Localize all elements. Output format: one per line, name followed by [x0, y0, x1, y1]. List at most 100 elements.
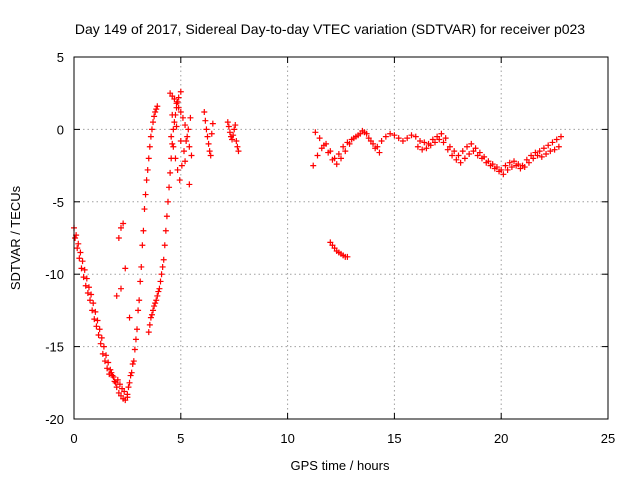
- data-point: [154, 292, 161, 299]
- y-tick-label: -15: [45, 340, 64, 355]
- data-point: [555, 143, 562, 150]
- data-point: [468, 140, 475, 147]
- data-point: [459, 148, 466, 155]
- data-point: [135, 307, 142, 314]
- axis-ticks: 0 5 10 15 20 25 -20 -15 -10 -5 0 5: [45, 50, 615, 446]
- data-point: [487, 162, 494, 169]
- data-point: [185, 126, 192, 133]
- data-point: [126, 379, 133, 386]
- data-point: [174, 166, 181, 173]
- data-point: [453, 156, 460, 163]
- x-tick-label: 15: [387, 431, 401, 446]
- data-point: [506, 159, 513, 166]
- data-point: [134, 326, 141, 333]
- data-point: [230, 132, 237, 139]
- data-point: [163, 213, 170, 220]
- data-point: [91, 316, 98, 323]
- data-point: [464, 143, 471, 150]
- data-point: [126, 314, 133, 321]
- data-point: [97, 340, 104, 347]
- data-point: [234, 143, 241, 150]
- series-points: [145, 88, 184, 336]
- data-point: [387, 130, 394, 137]
- data-point: [145, 155, 152, 162]
- data-point: [161, 242, 168, 249]
- data-point: [138, 263, 145, 270]
- data-point: [141, 206, 148, 213]
- data-point: [187, 114, 194, 121]
- data-point: [94, 317, 101, 324]
- data-point: [183, 137, 190, 144]
- data-point: [177, 88, 184, 95]
- data-point: [78, 265, 85, 272]
- data-point: [202, 117, 209, 124]
- data-point: [338, 155, 344, 162]
- data-point: [74, 245, 81, 252]
- x-tick-label: 20: [494, 431, 508, 446]
- data-point: [104, 365, 111, 372]
- data-point: [412, 133, 419, 140]
- data-point: [350, 135, 357, 142]
- series-points: [310, 127, 565, 178]
- data-point: [438, 130, 445, 137]
- data-point: [205, 140, 212, 147]
- data-point: [342, 148, 349, 155]
- data-point: [335, 151, 342, 158]
- data-point: [143, 177, 150, 184]
- data-point: [378, 137, 385, 144]
- data-point: [203, 126, 210, 133]
- data-point: [128, 369, 135, 376]
- data-point: [333, 161, 340, 168]
- data-point: [154, 103, 161, 110]
- data-point: [127, 372, 134, 379]
- data-point: [144, 166, 151, 173]
- data-point: [93, 323, 100, 330]
- data-point: [105, 359, 112, 366]
- data-point: [85, 284, 92, 291]
- data-points: [71, 88, 565, 404]
- data-point: [124, 391, 131, 398]
- series-points: [167, 90, 195, 188]
- data-point: [100, 343, 107, 350]
- data-point: [171, 95, 178, 102]
- data-point: [147, 133, 154, 140]
- data-point: [174, 98, 181, 105]
- data-point: [545, 142, 552, 149]
- data-point: [329, 156, 336, 163]
- data-point: [483, 159, 490, 166]
- data-point: [233, 137, 240, 144]
- data-point: [534, 152, 541, 159]
- data-point: [340, 143, 347, 150]
- data-point: [440, 139, 447, 146]
- data-point: [132, 336, 139, 343]
- data-point: [98, 334, 105, 341]
- data-point: [224, 119, 231, 126]
- data-point: [181, 148, 188, 155]
- data-point: [316, 135, 323, 142]
- data-point: [186, 143, 193, 150]
- data-point: [508, 164, 515, 171]
- data-point: [359, 127, 366, 134]
- data-point: [551, 146, 558, 153]
- grid: [74, 57, 608, 419]
- data-point: [75, 240, 82, 247]
- data-point: [391, 132, 398, 139]
- data-point: [173, 100, 180, 107]
- data-point: [517, 165, 524, 172]
- data-point: [178, 162, 185, 169]
- data-point: [500, 171, 507, 178]
- data-point: [79, 258, 86, 265]
- data-point: [96, 326, 103, 333]
- data-point: [156, 285, 163, 292]
- data-point: [225, 123, 232, 130]
- data-point: [466, 151, 473, 158]
- y-tick-label: -5: [52, 195, 64, 210]
- data-point: [419, 146, 426, 153]
- data-point: [153, 106, 160, 113]
- data-point: [431, 139, 438, 146]
- data-point: [113, 292, 120, 299]
- data-point: [171, 119, 178, 126]
- data-point: [421, 139, 428, 146]
- data-point: [173, 123, 180, 130]
- data-point: [167, 169, 174, 176]
